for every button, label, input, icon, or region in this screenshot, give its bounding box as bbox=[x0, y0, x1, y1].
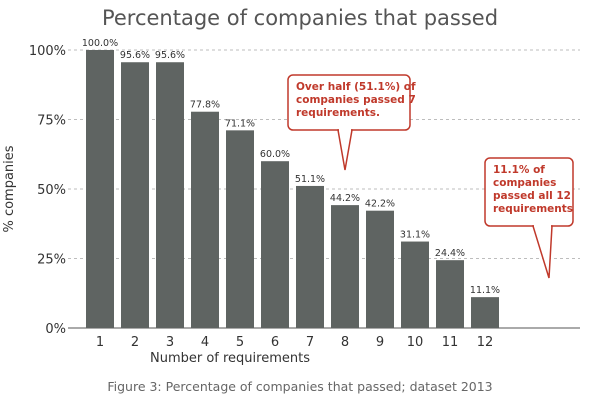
bar bbox=[366, 210, 394, 328]
x-tick-label: 4 bbox=[201, 335, 209, 350]
x-tick-label: 12 bbox=[477, 335, 494, 350]
callout-text-line: companies passed 7 bbox=[296, 94, 416, 106]
bar bbox=[261, 161, 289, 328]
callout-text-line: passed all 12 bbox=[493, 190, 571, 202]
bar bbox=[331, 205, 359, 328]
x-tick-label: 6 bbox=[271, 335, 279, 350]
bar-data-label: 95.6% bbox=[155, 50, 185, 61]
chart-title: Percentage of companies that passed bbox=[102, 6, 498, 30]
x-tick-label: 9 bbox=[376, 335, 384, 350]
x-tick-label: 8 bbox=[341, 335, 349, 350]
bar-data-label: 24.4% bbox=[435, 248, 465, 259]
x-axis-ticks: 1 2 3 4 5 6 7 8 9 10 11 12 bbox=[96, 335, 493, 350]
bar-data-label: 42.2% bbox=[365, 199, 395, 210]
callout-text-line: requirements. bbox=[296, 107, 380, 119]
y-axis-ticks: 0% 25% 50% 75% 100% bbox=[29, 44, 66, 337]
bar bbox=[296, 185, 324, 328]
x-tick-label: 1 bbox=[96, 335, 104, 350]
callout-text-line: 11.1% of bbox=[493, 164, 545, 176]
callout-text-line: companies bbox=[493, 177, 556, 189]
x-tick-label: 10 bbox=[407, 335, 424, 350]
y-axis-label: % companies bbox=[2, 145, 17, 232]
bar-data-label: 60.0% bbox=[260, 149, 290, 160]
bar bbox=[471, 297, 499, 328]
x-tick-label: 7 bbox=[306, 335, 314, 350]
x-tick-label: 3 bbox=[166, 335, 174, 350]
bar-data-label: 100.0% bbox=[82, 38, 118, 49]
y-tick-label: 50% bbox=[37, 183, 66, 198]
bar-data-label: 71.1% bbox=[225, 118, 255, 129]
callout-text-line: requirements bbox=[493, 203, 573, 215]
bar-data-label: 11.1% bbox=[470, 285, 500, 296]
bar-data-label: 31.1% bbox=[400, 230, 430, 241]
bar-data-label: 44.2% bbox=[330, 193, 360, 204]
x-tick-label: 2 bbox=[131, 335, 139, 350]
bar-data-label: 77.8% bbox=[190, 100, 220, 111]
y-tick-label: 75% bbox=[37, 114, 66, 129]
bar-data-label: 95.6% bbox=[120, 50, 150, 61]
callout-pointer bbox=[337, 129, 353, 171]
callout-text-line: Over half (51.1%) of bbox=[296, 81, 416, 93]
x-tick-label: 11 bbox=[442, 335, 459, 350]
callout-box bbox=[484, 157, 574, 227]
bar-data-labels: 100.0%95.6% 95.6%77.8%71.1%60.0%51.1%44.2… bbox=[82, 38, 500, 296]
y-tick-label: 25% bbox=[37, 253, 66, 268]
bar bbox=[401, 241, 429, 328]
x-axis-label: Number of requirements bbox=[150, 351, 310, 366]
bar bbox=[156, 62, 184, 329]
bar bbox=[86, 50, 114, 328]
bar bbox=[226, 130, 254, 328]
bar bbox=[191, 111, 219, 328]
figure-caption: Figure 3: Percentage of companies that p… bbox=[107, 379, 492, 394]
bar-data-label: 51.1% bbox=[295, 174, 325, 185]
y-tick-label: 100% bbox=[29, 44, 66, 59]
callout-pointer bbox=[531, 225, 553, 279]
x-tick-label: 5 bbox=[236, 335, 244, 350]
bar bbox=[121, 62, 149, 329]
bars bbox=[86, 50, 499, 329]
y-tick-label: 0% bbox=[45, 322, 66, 337]
bar bbox=[436, 260, 464, 328]
